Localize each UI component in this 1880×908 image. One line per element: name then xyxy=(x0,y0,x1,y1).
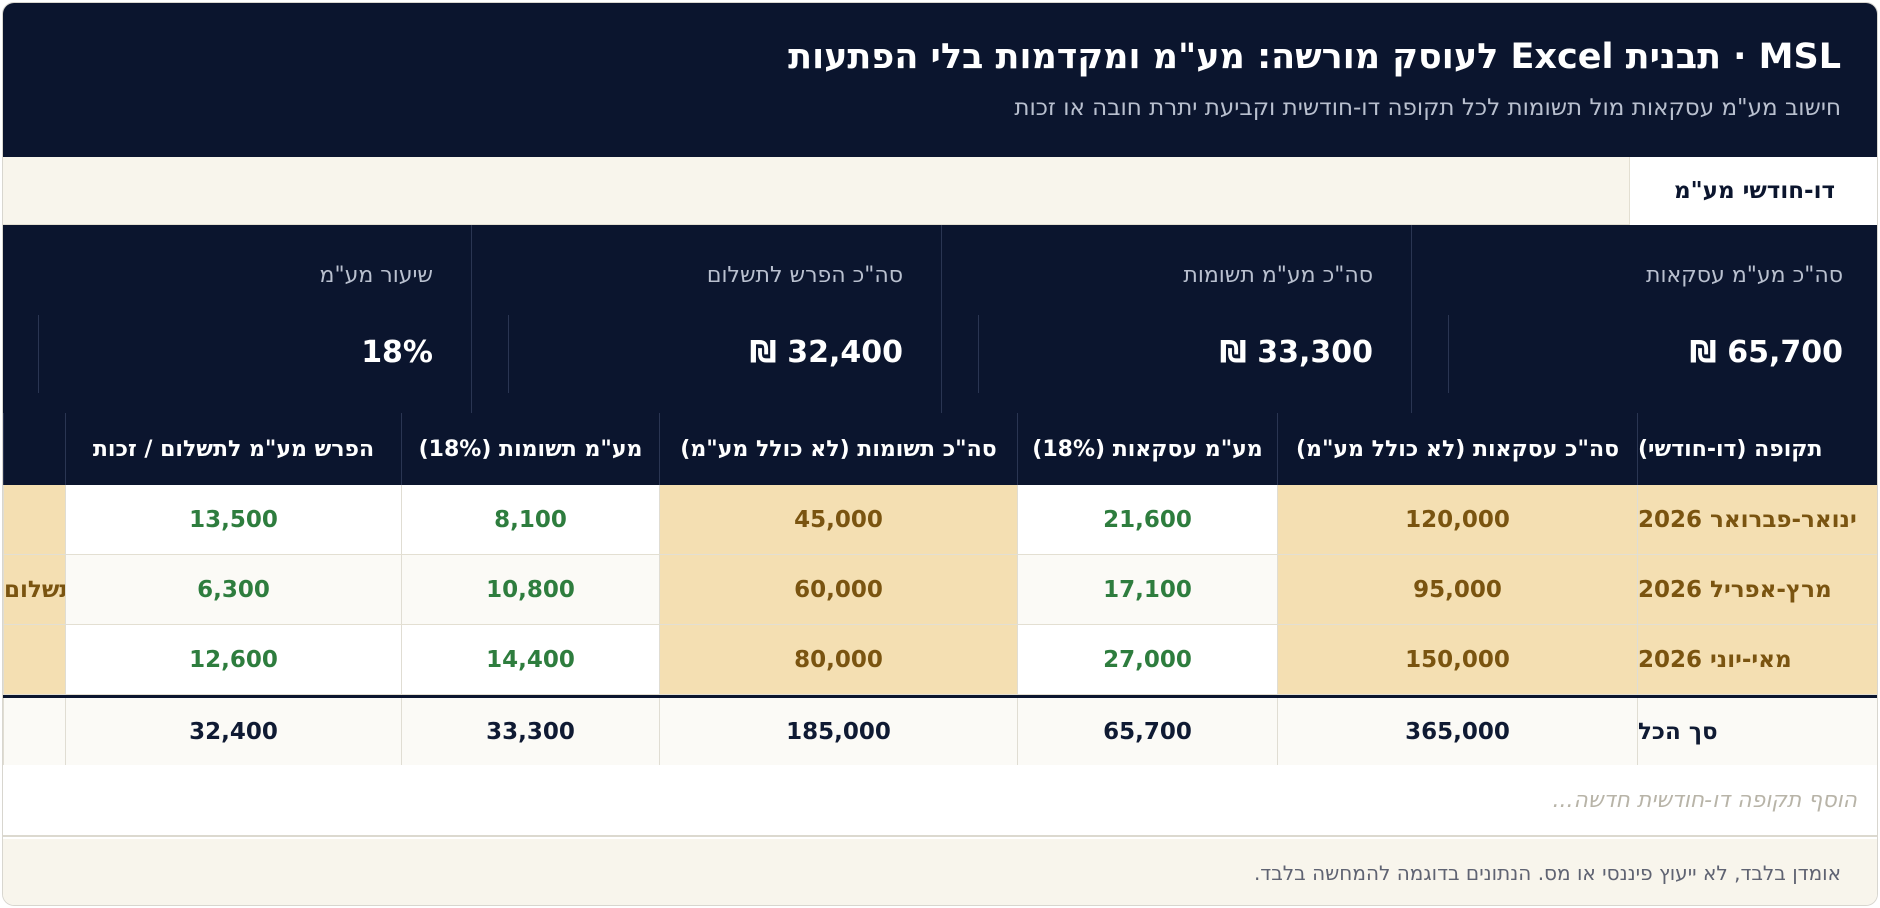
column-header-input-vat: מע"מ תשומות (18%) xyxy=(401,413,659,485)
summary-divider xyxy=(471,225,472,413)
period-cell[interactable]: מרץ-אפריל 2026 xyxy=(1637,555,1877,624)
summary-label: סה"כ מע"מ תשומות xyxy=(1183,263,1373,288)
disclaimer-footer: אומדן בלבד, לא ייעוץ פיננסי או מס. הנתונ… xyxy=(3,839,1877,905)
summary-label: שיעור מע"מ xyxy=(319,263,433,288)
column-header-output-vat: מע"מ עסקאות (18%) xyxy=(1017,413,1277,485)
summary-inner-divider xyxy=(1448,315,1449,393)
total-input-vat: 33,300 xyxy=(401,698,659,766)
summary-inner-divider xyxy=(508,315,509,393)
sales-input-cell[interactable]: 120,000 xyxy=(1277,485,1637,554)
summary-inner-divider xyxy=(978,315,979,393)
summary-divider xyxy=(941,225,942,413)
status-cell xyxy=(3,625,65,694)
summary-value: 18% xyxy=(361,335,433,370)
status-cell: לתשלום xyxy=(3,555,65,624)
total-label: סך הכל xyxy=(1637,698,1877,766)
period-cell[interactable]: ינואר-פברואר 2026 xyxy=(1637,485,1877,554)
column-header-purchases: סה"כ תשומות (לא כולל מע"מ) xyxy=(659,413,1017,485)
purchases-input-cell[interactable]: 45,000 xyxy=(659,485,1017,554)
table-row: מאי-יוני 2026 150,000 27,000 80,000 14,4… xyxy=(3,625,1877,695)
period-cell[interactable]: מאי-יוני 2026 xyxy=(1637,625,1877,694)
table-total-row: סך הכל 365,000 65,700 185,000 33,300 32,… xyxy=(3,695,1877,767)
difference-cell: 13,500 xyxy=(65,485,401,554)
tab-bimonthly-vat[interactable]: דו-חודשי מע"מ xyxy=(1629,157,1877,225)
status-cell xyxy=(3,485,65,554)
output-vat-cell: 27,000 xyxy=(1017,625,1277,694)
output-vat-cell: 17,100 xyxy=(1017,555,1277,624)
input-vat-cell: 10,800 xyxy=(401,555,659,624)
purchases-input-cell[interactable]: 60,000 xyxy=(659,555,1017,624)
total-output-vat: 65,700 xyxy=(1017,698,1277,766)
output-vat-cell: 21,600 xyxy=(1017,485,1277,554)
column-header-difference: הפרש מע"מ לתשלום / זכות xyxy=(65,413,401,485)
summary-value: 65,700 ₪ xyxy=(1689,335,1843,370)
sales-input-cell[interactable]: 95,000 xyxy=(1277,555,1637,624)
input-vat-cell: 14,400 xyxy=(401,625,659,694)
total-sales: 365,000 xyxy=(1277,698,1637,766)
total-status xyxy=(3,698,65,766)
table-header-row: תקופה (דו-חודשי) סה"כ עסקאות (לא כולל מע… xyxy=(3,413,1877,485)
column-header-period: תקופה (דו-חודשי) xyxy=(1637,413,1877,485)
tab-bar: דו-חודשי מע"מ xyxy=(3,157,1877,225)
column-header-status xyxy=(3,413,65,485)
summary-card-output-vat: סה"כ מע"מ עסקאות 65,700 ₪ xyxy=(1411,225,1877,413)
column-header-sales: סה"כ עסקאות (לא כולל מע"מ) xyxy=(1277,413,1637,485)
purchases-input-cell[interactable]: 80,000 xyxy=(659,625,1017,694)
summary-card-input-vat: סה"כ מע"מ תשומות 33,300 ₪ xyxy=(941,225,1409,413)
sales-input-cell[interactable]: 150,000 xyxy=(1277,625,1637,694)
difference-cell: 6,300 xyxy=(65,555,401,624)
table-row: מרץ-אפריל 2026 95,000 17,100 60,000 10,8… xyxy=(3,555,1877,625)
difference-cell: 12,600 xyxy=(65,625,401,694)
summary-label: סה"כ הפרש לתשלום xyxy=(706,263,903,288)
page-title: MSL · תבנית Excel לעוסק מורשה: מע"מ ומקד… xyxy=(788,37,1841,77)
summary-value: 33,300 ₪ xyxy=(1219,335,1373,370)
summary-label: סה"כ מע"מ עסקאות xyxy=(1646,263,1843,288)
summary-band: סה"כ מע"מ עסקאות 65,700 ₪ סה"כ מע"מ תשומ… xyxy=(3,225,1877,413)
summary-inner-divider xyxy=(38,315,39,393)
summary-card-vat-rate: שיעור מע"מ 18% xyxy=(3,225,469,413)
table-row: ינואר-פברואר 2026 120,000 21,600 45,000 … xyxy=(3,485,1877,555)
page-header: MSL · תבנית Excel לעוסק מורשה: מע"מ ומקד… xyxy=(3,3,1877,157)
input-vat-cell: 8,100 xyxy=(401,485,659,554)
total-difference: 32,400 xyxy=(65,698,401,766)
summary-card-difference: סה"כ הפרש לתשלום 32,400 ₪ xyxy=(471,225,939,413)
summary-value: 32,400 ₪ xyxy=(749,335,903,370)
add-period-row[interactable]: הוסף תקופה דו-חודשית חדשה... xyxy=(3,765,1877,837)
total-purchases: 185,000 xyxy=(659,698,1017,766)
page-subtitle: חישוב מע"מ עסקאות מול תשומות לכל תקופה ד… xyxy=(1014,95,1841,121)
summary-divider xyxy=(1411,225,1412,413)
